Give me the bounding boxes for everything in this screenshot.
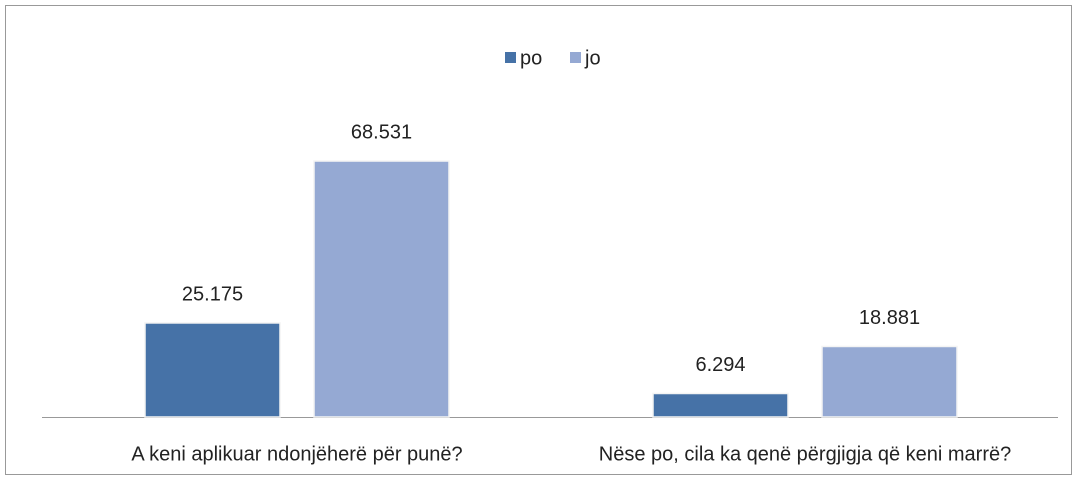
legend-swatch: [570, 52, 581, 63]
bar: [144, 322, 281, 418]
bar: [821, 345, 958, 418]
value-label: 25.175: [182, 283, 243, 305]
value-label: 68.531: [351, 121, 412, 143]
x-tick-label: Nëse po, cila ka qenë përgjigja që keni …: [599, 443, 1011, 465]
bar: [652, 392, 789, 418]
x-tick-label: A keni aplikuar ndonjëherë për punë?: [131, 443, 462, 465]
value-label: 18.881: [859, 307, 920, 329]
legend-label: po: [520, 47, 542, 69]
bar: [313, 160, 450, 418]
legend-label: jo: [584, 47, 601, 69]
legend-swatch: [505, 52, 516, 63]
value-label: 6.294: [695, 354, 745, 376]
